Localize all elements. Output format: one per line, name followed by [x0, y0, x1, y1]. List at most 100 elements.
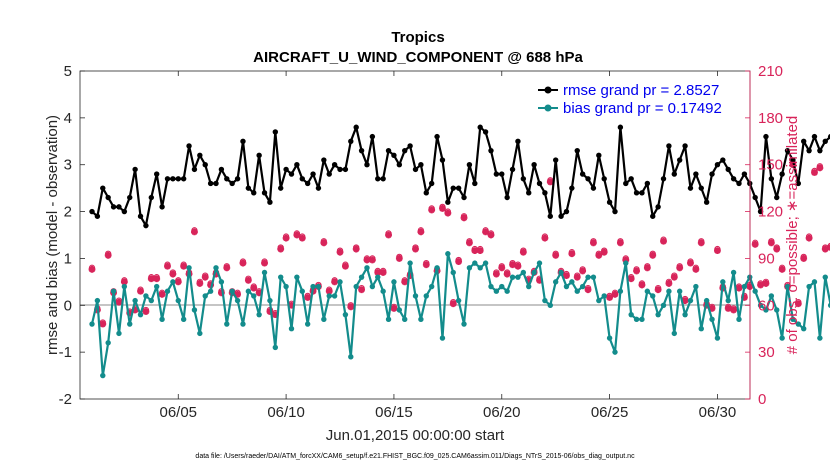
bias-point [725, 297, 731, 304]
rmse-point [423, 190, 429, 196]
rmse-point [272, 129, 279, 135]
y2-tick-label: 210 [758, 63, 783, 80]
rmse-point [439, 157, 446, 163]
rmse-point [278, 185, 284, 191]
rmse-point [450, 185, 456, 191]
bias-point [331, 293, 338, 299]
bias-point [531, 269, 537, 276]
obs-assimilated-point [207, 281, 215, 289]
rmse-point [175, 176, 181, 182]
obs-assimilated-point [368, 256, 376, 264]
rmse-point [736, 180, 742, 187]
obs-assimilated-point [282, 234, 290, 242]
obs-assimilated-point [352, 245, 360, 253]
y-tick-label: 3 [64, 157, 72, 174]
rmse-point [472, 180, 478, 187]
bias-point [617, 288, 624, 294]
bias-point [596, 297, 602, 304]
rmse-point [218, 166, 225, 173]
obs-assimilated-point [196, 280, 204, 287]
bias-point [251, 293, 257, 299]
obs-assimilated-point [406, 272, 414, 280]
rmse-point [89, 208, 95, 215]
bias-point [143, 293, 149, 299]
obs-assimilated-point [422, 261, 430, 269]
rmse-point [391, 152, 397, 159]
rmse-point [428, 180, 435, 187]
rmse-point [100, 185, 106, 191]
bias-point [148, 297, 155, 304]
bias-point [655, 311, 661, 318]
obs-assimilated-point [509, 261, 516, 269]
obs-assimilated-point [611, 290, 619, 298]
rmse-point [331, 162, 338, 168]
obs-assimilated-point [336, 248, 344, 256]
obs-assimilated-point [584, 286, 592, 294]
bias-point [590, 274, 597, 280]
obs-assimilated-point [99, 320, 107, 328]
bias-point [100, 372, 106, 379]
obs-assimilated-point [439, 205, 446, 212]
bias-point [326, 293, 332, 299]
rmse-point [720, 157, 726, 163]
legend-bias-marker [544, 104, 552, 112]
rmse-point [402, 147, 408, 154]
obs-assimilated-point [622, 256, 630, 264]
rmse-point [267, 199, 273, 205]
obs-assimilated-point [293, 231, 301, 239]
obs-assimilated-point [805, 234, 813, 242]
bias-point [477, 265, 483, 271]
obs-assimilated-point [379, 269, 387, 276]
rmse-point [224, 176, 230, 182]
rmse-point [509, 166, 516, 173]
bias-point [736, 316, 742, 323]
bias-point [121, 283, 128, 290]
bias-point [186, 265, 192, 271]
rmse-point [105, 194, 111, 201]
obs-assimilated-point [492, 270, 500, 278]
bias-point [612, 349, 618, 355]
obs-assimilated-point [342, 262, 349, 270]
obs-assimilated-point [244, 276, 252, 284]
obs-assimilated-point [649, 251, 657, 259]
bias-point [240, 321, 246, 327]
rmse-point [288, 171, 295, 177]
bias-point [164, 288, 171, 294]
obs-assimilated-point [201, 273, 209, 281]
rmse-point [466, 162, 473, 168]
rmse-point [261, 190, 268, 196]
obs-assimilated-point [563, 272, 570, 280]
obs-assimilated-point [449, 300, 457, 308]
rmse-point [806, 147, 812, 154]
bias-point [455, 297, 462, 304]
obs-assimilated-point [266, 308, 274, 315]
rmse-point [186, 143, 192, 149]
obs-assimilated-point [633, 267, 640, 275]
rmse-point [784, 147, 791, 154]
chart-subtitle: AIRCRAFT_U_WIND_COMPONENT @ 688 hPa [253, 49, 583, 66]
rmse-point [644, 180, 651, 187]
bias-point [552, 279, 559, 285]
rmse-point [321, 157, 327, 163]
rmse-point [154, 171, 160, 177]
bias-point [757, 302, 764, 308]
obs-assimilated-point [126, 309, 134, 317]
rmse-point [596, 152, 602, 159]
rmse-point [191, 166, 198, 173]
bias-point [606, 335, 613, 341]
y-tick-label: -2 [59, 391, 72, 408]
bias-point [197, 330, 203, 337]
bias-point [806, 283, 812, 290]
obs-assimilated-point [627, 275, 635, 283]
bias-point [154, 283, 160, 290]
bias-point [180, 316, 187, 323]
rmse-point [461, 194, 467, 201]
obs-assimilated-point [180, 262, 188, 270]
rmse-point [315, 185, 322, 191]
obs-assimilated-point [762, 280, 770, 287]
rmse-point [714, 162, 721, 168]
obs-assimilated-point [390, 305, 398, 312]
rmse-point [229, 180, 235, 187]
rmse-point [164, 176, 171, 182]
bias-point [763, 307, 769, 313]
